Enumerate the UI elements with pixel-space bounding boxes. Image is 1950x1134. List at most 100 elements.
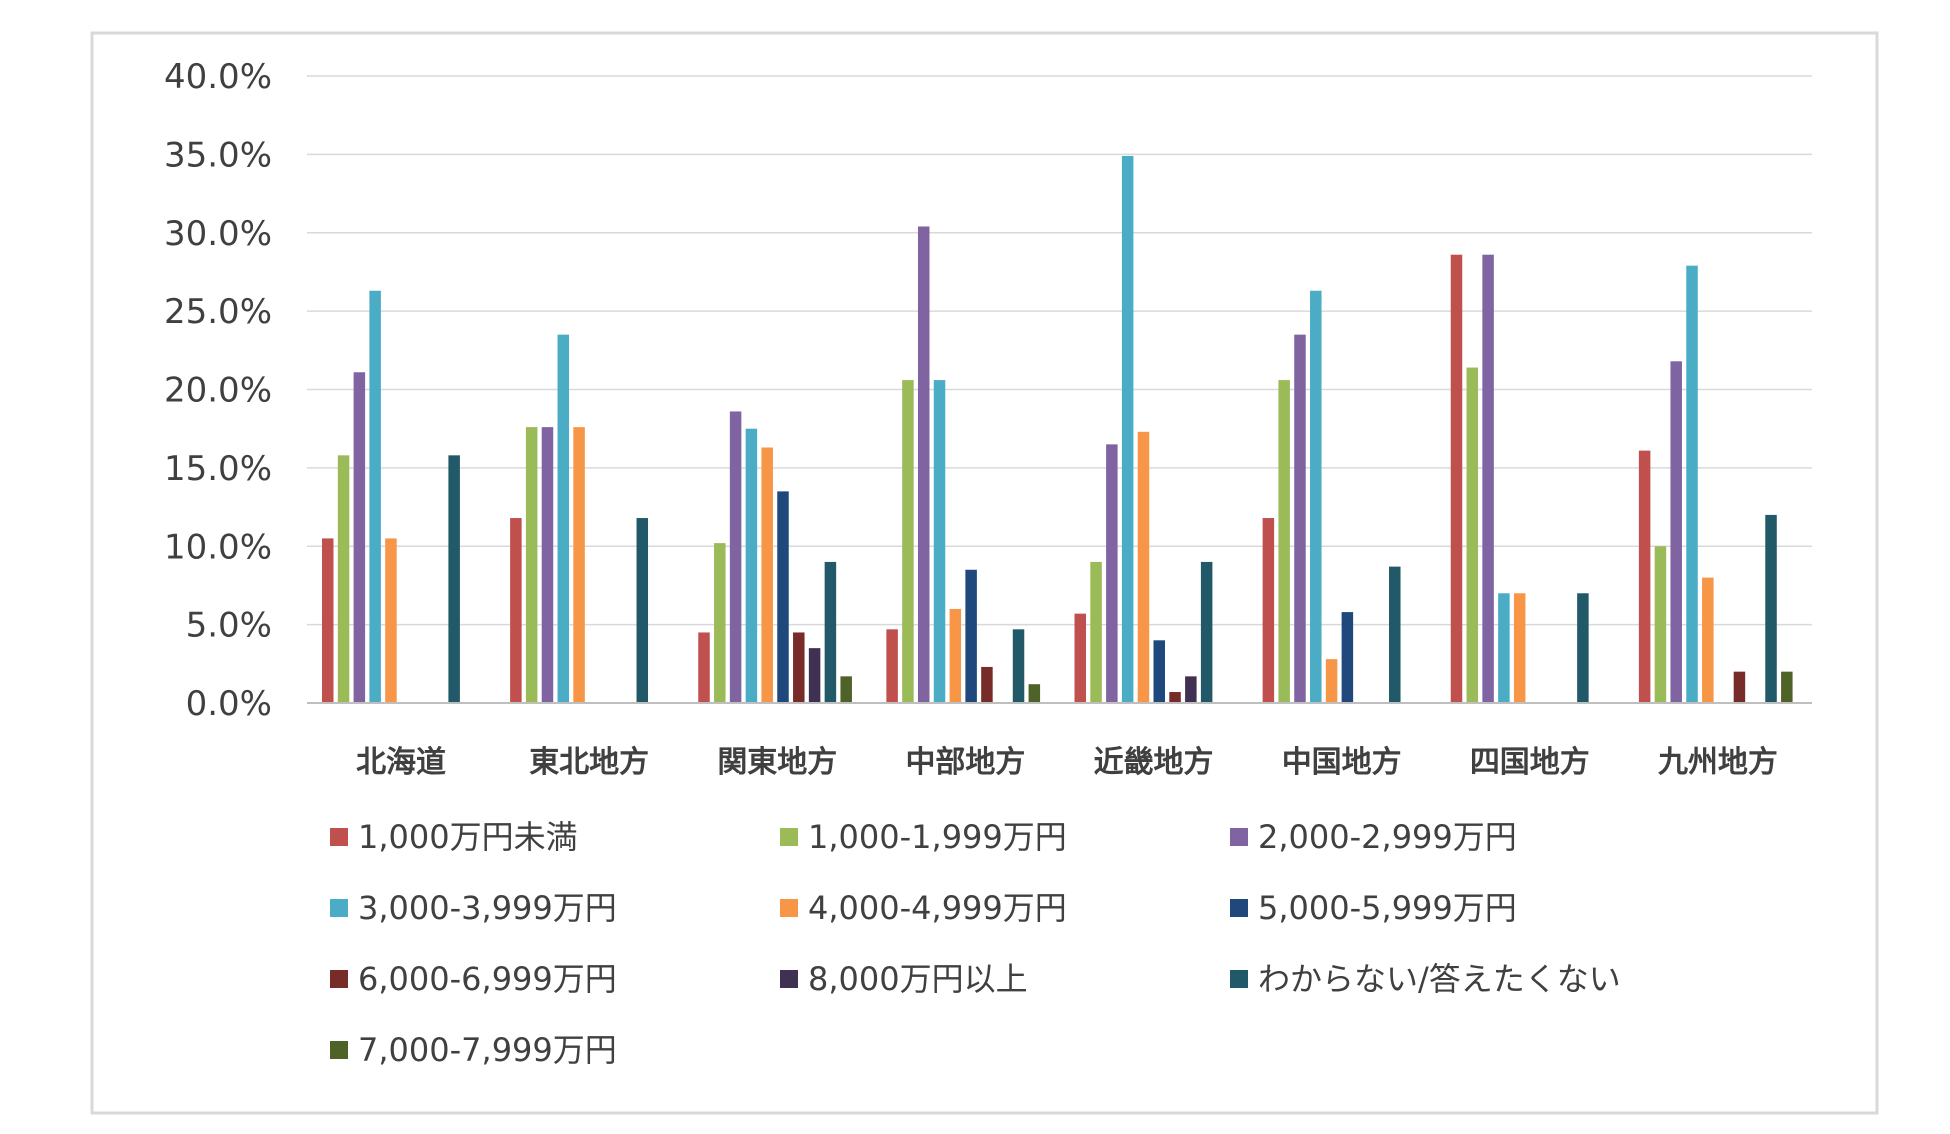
bar bbox=[965, 569, 977, 703]
bar bbox=[1765, 514, 1777, 703]
legend-label: 4,000-4,999万円 bbox=[808, 889, 1067, 927]
bar bbox=[1153, 640, 1165, 703]
bar bbox=[1654, 546, 1667, 703]
legend-swatch bbox=[780, 828, 798, 846]
y-tick-label: 40.0% bbox=[164, 57, 272, 97]
bar bbox=[886, 629, 898, 703]
bar bbox=[510, 518, 522, 703]
legend-swatch bbox=[330, 970, 348, 988]
bar bbox=[1200, 561, 1213, 703]
bars bbox=[322, 155, 1793, 704]
y-axis-tick-labels: 0.0% 5.0% 10.0% 15.0% 20.0% 25.0% 30.0% 35.0% 40… bbox=[164, 57, 272, 724]
x-category-label: 近畿地方 bbox=[1094, 745, 1214, 780]
x-category-label: 関東地方 bbox=[717, 745, 837, 780]
bar bbox=[322, 538, 334, 703]
bar bbox=[933, 380, 946, 703]
bar bbox=[385, 538, 397, 703]
y-tick-label: 25.0% bbox=[164, 292, 272, 332]
x-category-label: 四国地方 bbox=[1470, 745, 1590, 780]
legend-label: 8,000万円以上 bbox=[808, 960, 1028, 998]
bar bbox=[917, 226, 930, 704]
x-axis-category-labels: 北海道 東北地方 関東地方 中部地方 近畿地方 中国地方 四国地方 九州地方 bbox=[356, 745, 1778, 780]
bar bbox=[761, 447, 773, 703]
bar bbox=[1389, 566, 1401, 703]
bar bbox=[1638, 450, 1651, 703]
bar bbox=[1074, 613, 1086, 703]
bar bbox=[777, 491, 789, 703]
bar bbox=[949, 608, 962, 703]
legend-label: わからない/答えたくない bbox=[1258, 960, 1621, 998]
legend-swatch bbox=[330, 1041, 348, 1059]
bar bbox=[1090, 561, 1102, 703]
y-tick-label: 20.0% bbox=[164, 371, 272, 411]
bar bbox=[1577, 593, 1589, 703]
x-category-label: 中国地方 bbox=[1282, 745, 1402, 780]
bar bbox=[1686, 265, 1698, 703]
bar bbox=[1137, 431, 1150, 703]
legend-swatch bbox=[780, 899, 798, 917]
bar bbox=[1106, 444, 1118, 703]
legend-swatch bbox=[330, 828, 348, 846]
legend-label: 5,000-5,999万円 bbox=[1258, 889, 1517, 927]
legend-label: 7,000-7,999万円 bbox=[358, 1031, 617, 1069]
x-category-label: 北海道 bbox=[356, 745, 446, 780]
bar bbox=[840, 676, 852, 703]
bar bbox=[1341, 612, 1354, 703]
bar bbox=[1733, 671, 1746, 703]
bar bbox=[1278, 380, 1290, 703]
bar bbox=[1482, 254, 1494, 703]
bar bbox=[337, 455, 350, 703]
bar bbox=[1012, 629, 1025, 703]
bar bbox=[745, 428, 758, 703]
bar bbox=[1325, 659, 1338, 703]
legend-label: 3,000-3,999万円 bbox=[358, 889, 617, 927]
legend-swatch bbox=[1230, 828, 1248, 846]
bar bbox=[1169, 692, 1181, 703]
bar bbox=[1121, 155, 1134, 703]
bar bbox=[1450, 254, 1463, 703]
bar bbox=[808, 648, 821, 703]
bar bbox=[1498, 593, 1510, 703]
bar bbox=[981, 666, 993, 703]
y-tick-label: 0.0% bbox=[186, 684, 272, 724]
y-tick-label: 5.0% bbox=[186, 606, 272, 646]
bar bbox=[448, 455, 460, 703]
bar bbox=[902, 380, 914, 703]
legend-swatch bbox=[1230, 970, 1248, 988]
bar bbox=[714, 543, 726, 703]
x-category-label: 九州地方 bbox=[1658, 745, 1778, 780]
bar bbox=[1262, 518, 1275, 703]
y-tick-label: 10.0% bbox=[164, 527, 272, 567]
legend-label: 1,000万円未満 bbox=[358, 818, 578, 856]
bar bbox=[698, 632, 710, 703]
bar bbox=[1702, 577, 1714, 703]
bar bbox=[541, 427, 554, 703]
bar bbox=[793, 632, 805, 703]
x-category-label: 東北地方 bbox=[529, 745, 649, 780]
bar bbox=[824, 561, 837, 703]
legend-label: 1,000-1,999万円 bbox=[808, 818, 1067, 856]
bar bbox=[1513, 593, 1526, 703]
bar bbox=[1670, 361, 1682, 703]
bar bbox=[557, 334, 570, 703]
y-tick-label: 35.0% bbox=[164, 135, 272, 175]
y-tick-label: 30.0% bbox=[164, 214, 272, 254]
bar bbox=[1310, 290, 1322, 703]
bar bbox=[573, 427, 585, 703]
legend-label: 6,000-6,999万円 bbox=[358, 960, 617, 998]
bar bbox=[1185, 676, 1197, 703]
legend-swatch bbox=[330, 899, 348, 917]
bar bbox=[1028, 684, 1041, 703]
legend-swatch bbox=[1230, 899, 1248, 917]
bar bbox=[1781, 671, 1793, 703]
legend-label: 2,000-2,999万円 bbox=[1258, 818, 1517, 856]
bar bbox=[729, 411, 742, 703]
legend: 1,000万円未満 1,000-1,999万円 2,000-2,999万円 3,000… bbox=[330, 818, 1621, 1069]
bar bbox=[369, 290, 381, 703]
x-category-label: 中部地方 bbox=[905, 745, 1025, 780]
bar bbox=[636, 518, 649, 703]
y-tick-label: 15.0% bbox=[164, 449, 272, 489]
bar bbox=[1294, 334, 1306, 703]
bar bbox=[353, 372, 366, 703]
